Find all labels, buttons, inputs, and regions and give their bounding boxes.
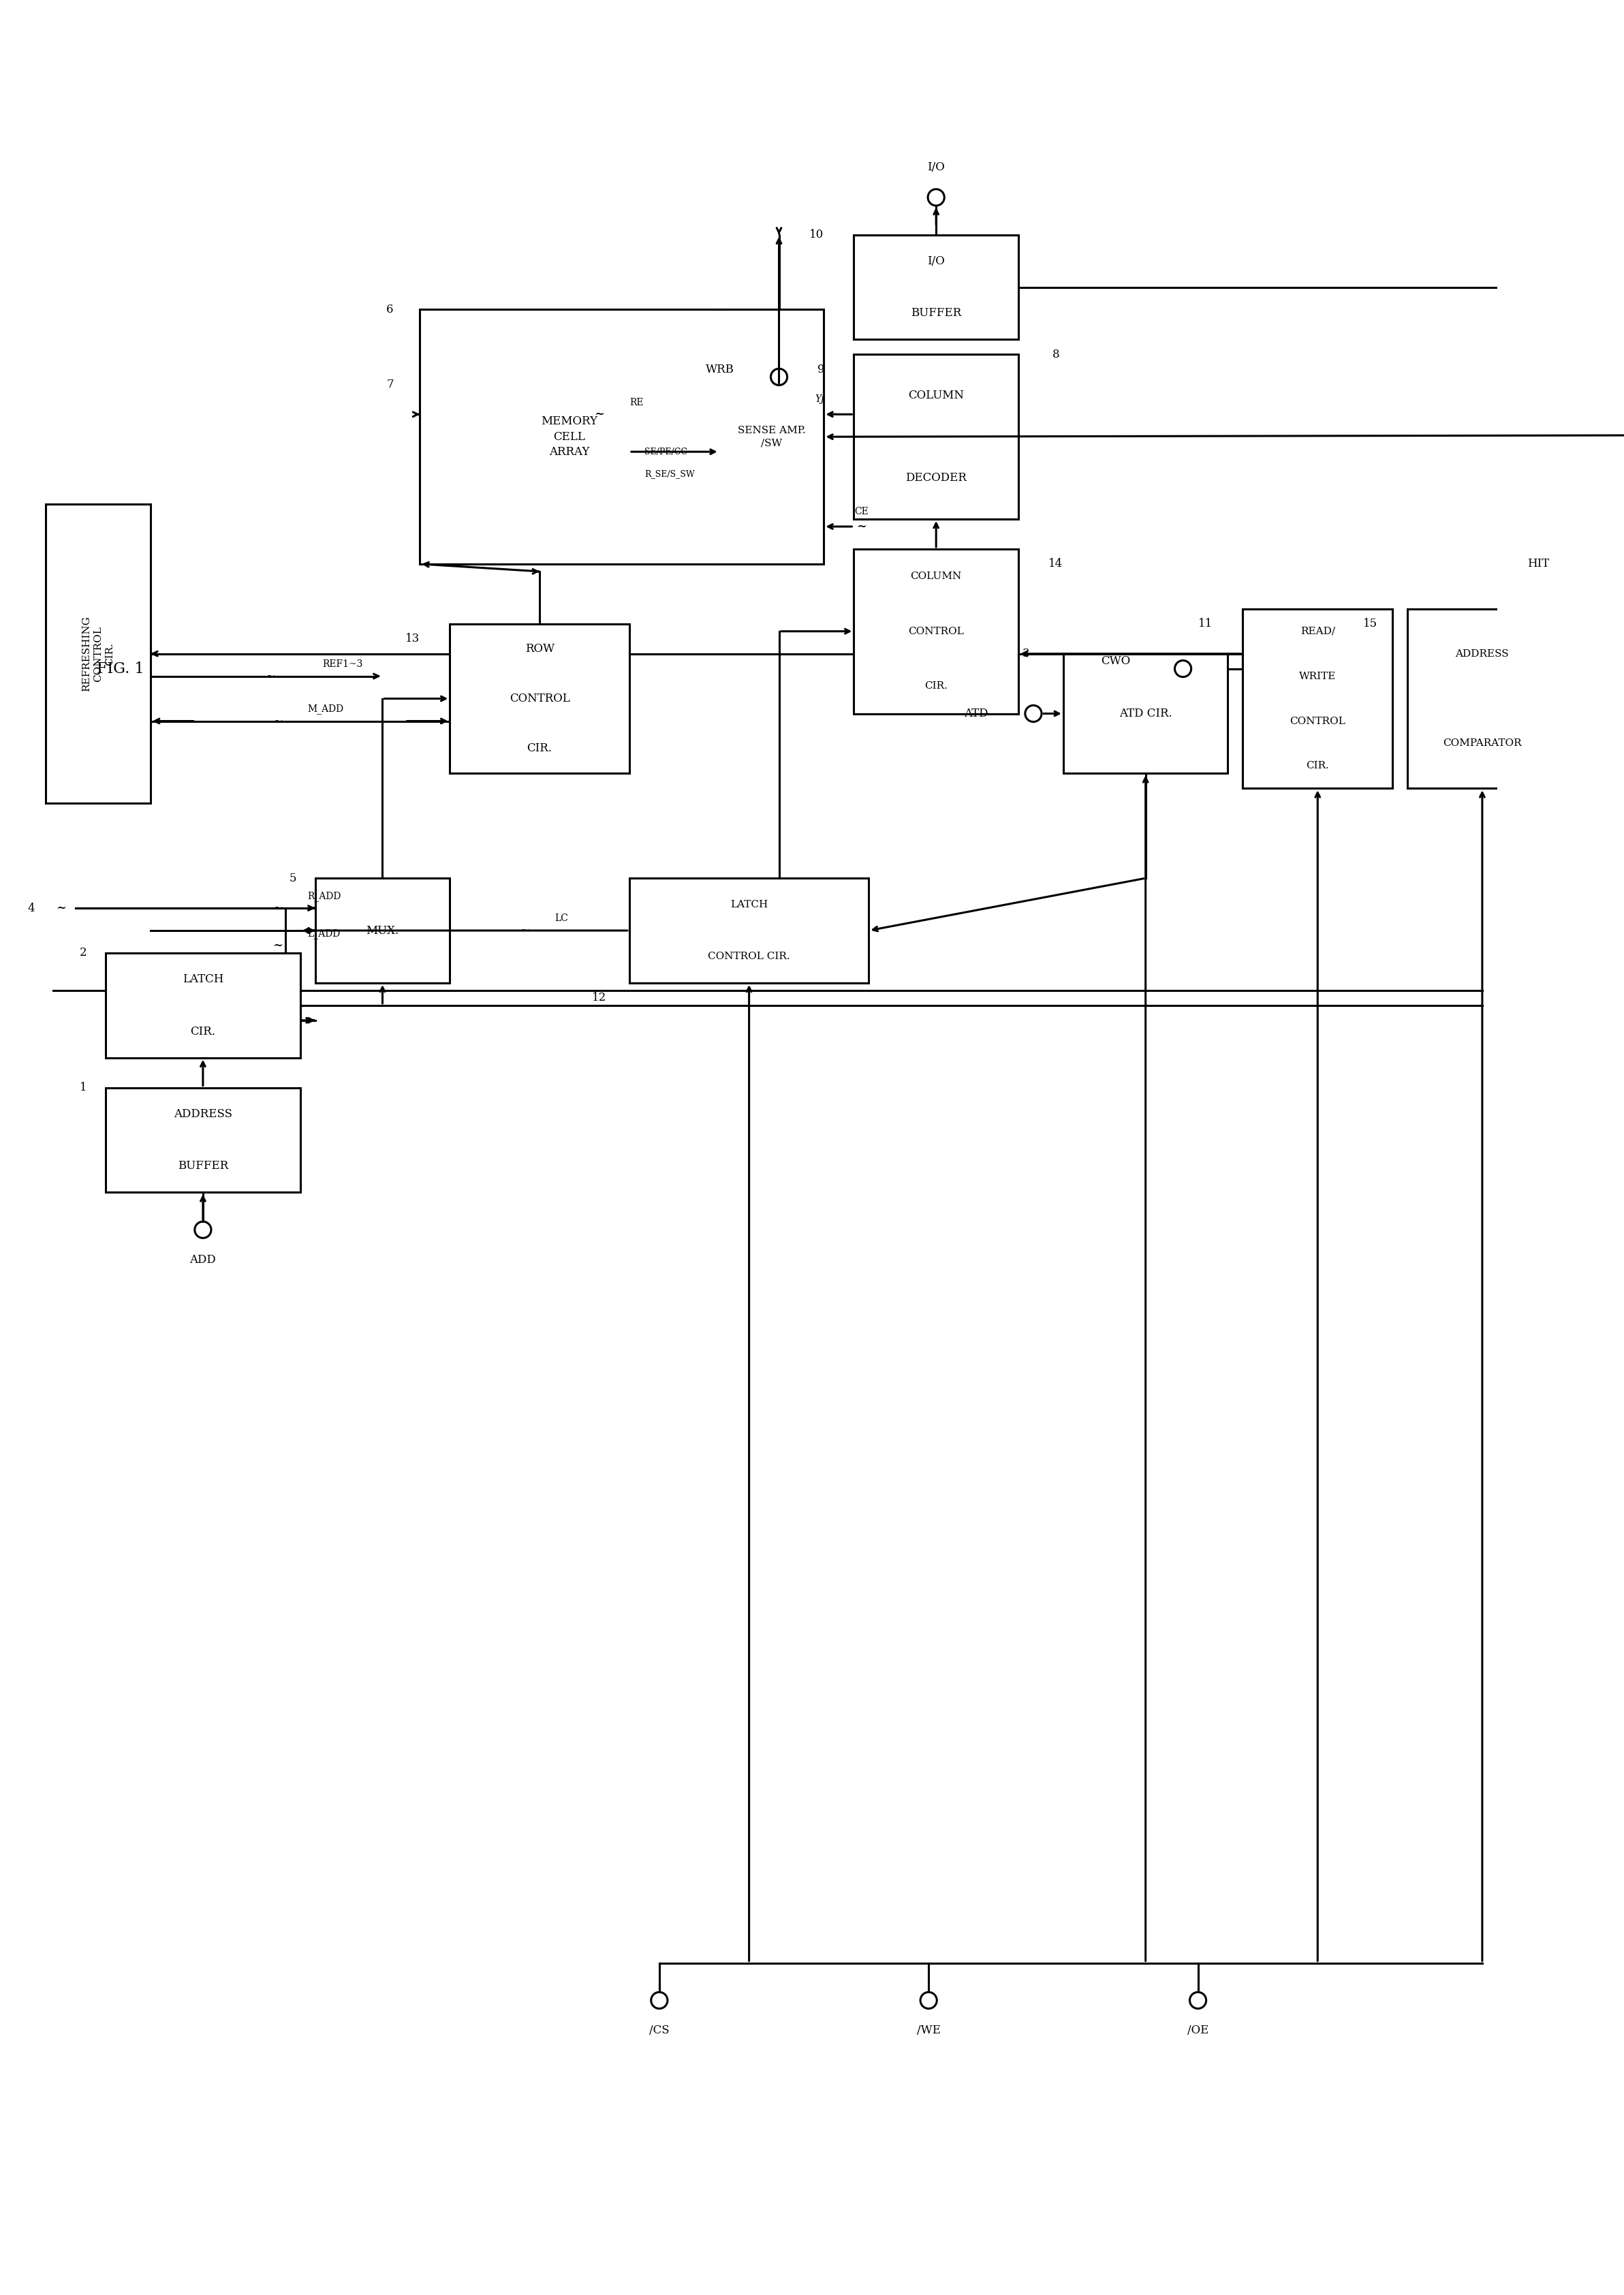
Text: REFRESHING
CONTROL
CIR.: REFRESHING CONTROL CIR. xyxy=(81,615,115,691)
Text: ADDRESS: ADDRESS xyxy=(174,1108,232,1120)
Text: CWO: CWO xyxy=(1101,656,1130,668)
Text: R_SE/S_SW: R_SE/S_SW xyxy=(645,470,695,480)
Bar xyxy=(854,353,1018,519)
Bar xyxy=(106,952,300,1058)
Text: RE: RE xyxy=(630,397,643,406)
Text: I/O: I/O xyxy=(927,161,945,172)
Text: CONTROL CIR.: CONTROL CIR. xyxy=(708,952,791,962)
Bar xyxy=(1064,654,1228,773)
Bar xyxy=(106,1088,300,1193)
Text: /WE: /WE xyxy=(916,2024,940,2036)
Text: ~: ~ xyxy=(273,939,283,952)
Bar xyxy=(630,879,869,982)
Bar xyxy=(854,549,1018,714)
Text: 10: 10 xyxy=(809,230,823,241)
Bar xyxy=(45,505,151,803)
Text: R_ADD: R_ADD xyxy=(307,890,341,902)
Text: SENSE AMP.
/SW: SENSE AMP. /SW xyxy=(737,427,806,448)
Text: ATD CIR.: ATD CIR. xyxy=(1119,707,1173,718)
Text: CONTROL: CONTROL xyxy=(908,627,965,636)
Text: BUFFER: BUFFER xyxy=(177,1161,229,1173)
Text: CONTROL: CONTROL xyxy=(1289,716,1346,725)
Text: FIG. 1: FIG. 1 xyxy=(97,661,145,677)
Text: /CS: /CS xyxy=(650,2024,669,2036)
Bar xyxy=(1242,608,1392,789)
Text: MEMORY
CELL
ARRAY: MEMORY CELL ARRAY xyxy=(541,415,598,457)
Text: 14: 14 xyxy=(1049,558,1064,569)
Text: COLUMN: COLUMN xyxy=(911,571,961,581)
Text: MUX.: MUX. xyxy=(365,925,400,936)
Text: WRB: WRB xyxy=(705,363,734,376)
Text: L_ADD: L_ADD xyxy=(307,929,341,939)
Text: 4: 4 xyxy=(28,902,34,913)
Text: M_ADD: M_ADD xyxy=(307,705,344,714)
Text: BUFFER: BUFFER xyxy=(911,308,961,319)
Text: 2: 2 xyxy=(80,948,86,959)
Text: 11: 11 xyxy=(1199,617,1213,629)
Text: 6: 6 xyxy=(387,303,393,314)
Text: ~: ~ xyxy=(55,902,67,913)
Text: 9: 9 xyxy=(817,363,825,376)
Text: I/O: I/O xyxy=(927,255,945,266)
Text: 15: 15 xyxy=(1363,617,1377,629)
Text: WRITE: WRITE xyxy=(1299,672,1337,682)
Text: 8: 8 xyxy=(1052,349,1059,360)
Text: COMPARATOR: COMPARATOR xyxy=(1442,739,1522,748)
Text: 12: 12 xyxy=(593,991,607,1003)
Text: ~: ~ xyxy=(856,521,867,532)
Bar xyxy=(854,234,1018,340)
Text: ~: ~ xyxy=(827,409,836,420)
Text: CIR.: CIR. xyxy=(924,682,948,691)
Text: 5: 5 xyxy=(289,872,296,884)
Text: ATD: ATD xyxy=(965,707,989,718)
Text: ~: ~ xyxy=(265,670,276,682)
Text: REF1~3: REF1~3 xyxy=(323,659,364,668)
Bar xyxy=(421,310,823,565)
Text: LC: LC xyxy=(554,913,568,923)
Text: HIT: HIT xyxy=(1528,558,1549,569)
Text: ROW: ROW xyxy=(525,643,554,654)
Text: ~: ~ xyxy=(273,716,283,728)
Text: 7: 7 xyxy=(387,379,393,390)
Text: /OE: /OE xyxy=(1187,2024,1208,2036)
Bar xyxy=(450,624,630,773)
Text: LATCH: LATCH xyxy=(182,973,224,985)
Text: ADD: ADD xyxy=(190,1253,216,1265)
Text: ~: ~ xyxy=(273,902,283,913)
Bar xyxy=(315,879,450,982)
Text: DECODER: DECODER xyxy=(906,473,966,484)
Text: CIR.: CIR. xyxy=(528,744,552,755)
Text: ADDRESS: ADDRESS xyxy=(1455,649,1509,659)
Text: CIR.: CIR. xyxy=(190,1026,216,1037)
Text: SE/PE/CC: SE/PE/CC xyxy=(645,448,687,457)
Text: 1: 1 xyxy=(80,1081,86,1092)
Bar xyxy=(1408,608,1557,789)
Text: COLUMN: COLUMN xyxy=(908,390,965,402)
Text: ~: ~ xyxy=(594,409,604,420)
Text: READ/: READ/ xyxy=(1301,627,1335,636)
Text: 3: 3 xyxy=(1021,647,1030,659)
Text: CONTROL: CONTROL xyxy=(510,693,570,705)
Text: CE: CE xyxy=(854,507,869,516)
Text: Yj: Yj xyxy=(815,395,823,404)
Text: CIR.: CIR. xyxy=(1306,762,1328,771)
Text: 13: 13 xyxy=(404,633,419,645)
Text: LATCH: LATCH xyxy=(731,900,768,909)
Text: ~: ~ xyxy=(520,925,529,936)
